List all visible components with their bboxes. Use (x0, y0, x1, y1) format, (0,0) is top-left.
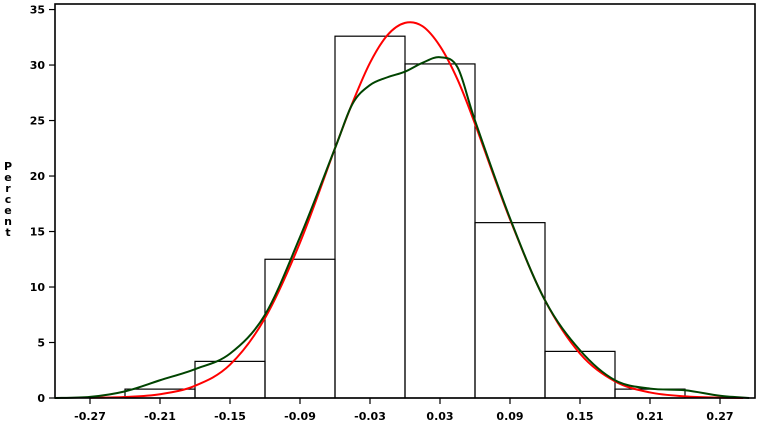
y-tick-label: 5 (37, 337, 45, 350)
x-tick-label: -0.27 (74, 410, 106, 423)
x-tick-label: -0.03 (354, 410, 386, 423)
x-tick-label: 0.15 (566, 410, 593, 423)
histogram-bar (194, 360, 266, 399)
histogram-bar (334, 35, 406, 399)
histogram-bars (124, 35, 686, 399)
kernel-density-curve (54, 56, 750, 399)
y-axis: 0 5 10 15 20 25 30 35 (30, 4, 55, 405)
normal-curve (89, 21, 744, 399)
y-tick-label: 10 (30, 281, 46, 294)
y-tick-label: 35 (30, 4, 45, 17)
x-tick-label: 0.03 (426, 410, 453, 423)
plot-frame (54, 3, 756, 399)
x-tick-label: 0.09 (496, 410, 523, 423)
density-curves (54, 21, 750, 399)
x-tick-label: -0.09 (284, 410, 316, 423)
y-tick-label: 15 (30, 226, 45, 239)
y-tick-label: 25 (30, 115, 45, 128)
x-tick-label: -0.21 (144, 410, 176, 423)
y-tick-label: 20 (30, 170, 46, 183)
histogram-bar (404, 63, 476, 399)
y-tick-label: 0 (37, 392, 45, 405)
x-tick-label: 0.21 (636, 410, 663, 423)
x-axis: -0.27 -0.21 -0.15 -0.09 -0.03 0.03 0.09 0.15 0.2… (74, 398, 734, 423)
y-tick-label: 30 (30, 59, 46, 72)
histogram-bar (474, 222, 546, 399)
x-tick-label: 0.27 (706, 410, 733, 423)
histogram-bar (264, 258, 336, 399)
x-tick-label: -0.15 (214, 410, 246, 423)
